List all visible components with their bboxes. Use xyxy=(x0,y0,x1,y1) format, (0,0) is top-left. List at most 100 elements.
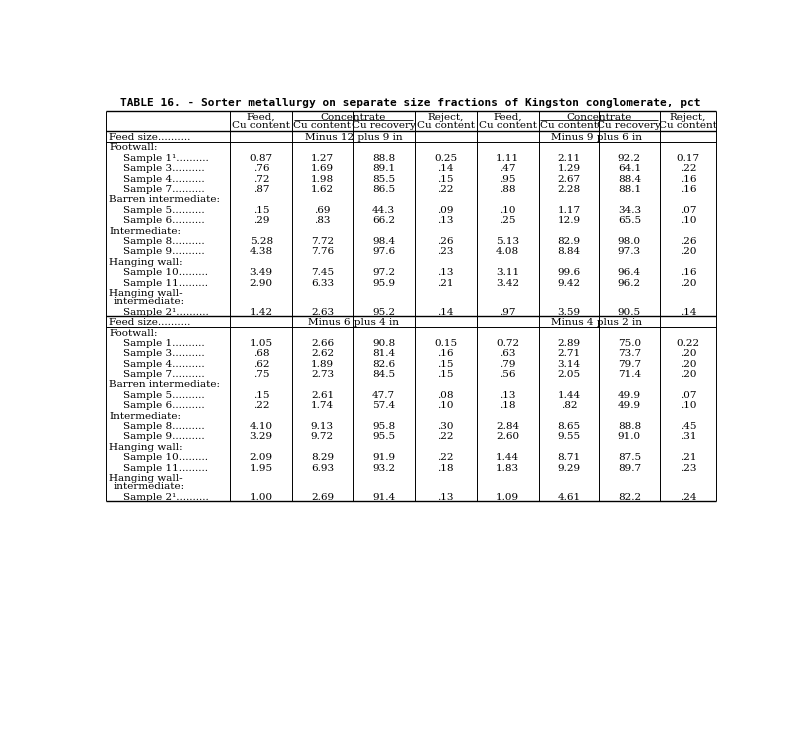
Text: Cu content: Cu content xyxy=(417,121,474,130)
Text: .83: .83 xyxy=(314,216,330,225)
Text: 57.4: 57.4 xyxy=(372,401,395,410)
Text: Sample 4..........: Sample 4.......... xyxy=(123,360,205,369)
Text: Intermediate:: Intermediate: xyxy=(110,412,182,421)
Text: .14: .14 xyxy=(438,308,454,317)
Text: Cu recovery: Cu recovery xyxy=(598,121,662,130)
Text: .14: .14 xyxy=(679,308,696,317)
Text: Minus 12 plus 9 in: Minus 12 plus 9 in xyxy=(305,133,402,142)
Text: Sample 7..........: Sample 7.......... xyxy=(123,370,205,379)
Text: .22: .22 xyxy=(679,164,696,173)
Text: 0.15: 0.15 xyxy=(434,339,458,348)
Text: 3.59: 3.59 xyxy=(558,308,581,317)
Text: 1.42: 1.42 xyxy=(250,308,273,317)
Text: 97.6: 97.6 xyxy=(372,248,395,257)
Text: 2.89: 2.89 xyxy=(558,339,581,348)
Text: Feed size..........: Feed size.......... xyxy=(110,318,190,327)
Text: Hanging wall-: Hanging wall- xyxy=(110,289,183,298)
Text: intermediate:: intermediate: xyxy=(114,297,185,306)
Text: 98.4: 98.4 xyxy=(372,237,395,246)
Text: .24: .24 xyxy=(679,492,696,501)
Text: 7.76: 7.76 xyxy=(311,248,334,257)
Text: 88.1: 88.1 xyxy=(618,185,641,194)
Text: .15: .15 xyxy=(438,360,454,369)
Text: 3.49: 3.49 xyxy=(250,268,273,277)
Text: Sample 1..........: Sample 1.......... xyxy=(123,339,205,348)
Text: Cu content: Cu content xyxy=(478,121,537,130)
Text: Minus 9 plus 6 in: Minus 9 plus 6 in xyxy=(551,133,642,142)
Text: 88.8: 88.8 xyxy=(372,154,395,163)
Text: 0.17: 0.17 xyxy=(676,154,699,163)
Text: 0.72: 0.72 xyxy=(496,339,519,348)
Text: .16: .16 xyxy=(679,175,696,184)
Text: .68: .68 xyxy=(253,349,270,358)
Text: .09: .09 xyxy=(438,206,454,215)
Text: Footwall:: Footwall: xyxy=(110,144,158,153)
Text: Cu content: Cu content xyxy=(540,121,598,130)
Text: 1.95: 1.95 xyxy=(250,464,273,473)
Text: .07: .07 xyxy=(679,391,696,400)
Text: Sample 2¹..........: Sample 2¹.......... xyxy=(123,308,209,317)
Text: 90.5: 90.5 xyxy=(618,308,641,317)
Text: Footwall:: Footwall: xyxy=(110,328,158,337)
Text: 2.71: 2.71 xyxy=(558,349,581,358)
Text: 2.28: 2.28 xyxy=(558,185,581,194)
Text: 96.4: 96.4 xyxy=(618,268,641,277)
Text: 2.67: 2.67 xyxy=(558,175,581,184)
Text: .10: .10 xyxy=(679,216,696,225)
Text: Hanging wall-: Hanging wall- xyxy=(110,474,183,483)
Text: .95: .95 xyxy=(499,175,516,184)
Text: 91.9: 91.9 xyxy=(372,453,395,462)
Text: .72: .72 xyxy=(253,175,270,184)
Text: Cu content: Cu content xyxy=(232,121,290,130)
Text: 4.38: 4.38 xyxy=(250,248,273,257)
Text: 3.11: 3.11 xyxy=(496,268,519,277)
Text: 2.69: 2.69 xyxy=(311,492,334,501)
Text: 1.17: 1.17 xyxy=(558,206,581,215)
Text: .79: .79 xyxy=(499,360,516,369)
Text: .45: .45 xyxy=(679,422,696,431)
Text: 87.5: 87.5 xyxy=(618,453,641,462)
Text: 2.05: 2.05 xyxy=(558,370,581,379)
Text: 95.9: 95.9 xyxy=(372,279,395,288)
Text: .07: .07 xyxy=(679,206,696,215)
Text: .13: .13 xyxy=(438,216,454,225)
Text: Hanging wall:: Hanging wall: xyxy=(110,258,183,267)
Text: 12.9: 12.9 xyxy=(558,216,581,225)
Text: 2.09: 2.09 xyxy=(250,453,273,462)
Text: 2.61: 2.61 xyxy=(311,391,334,400)
Text: Sample 4..........: Sample 4.......... xyxy=(123,175,205,184)
Text: 82.6: 82.6 xyxy=(372,360,395,369)
Text: 82.9: 82.9 xyxy=(558,237,581,246)
Text: .23: .23 xyxy=(438,248,454,257)
Text: .82: .82 xyxy=(561,401,577,410)
Text: Sample 11.........: Sample 11......... xyxy=(123,279,208,288)
Text: Sample 10.........: Sample 10......... xyxy=(123,268,208,277)
Text: .13: .13 xyxy=(438,492,454,501)
Text: Concentrate: Concentrate xyxy=(321,113,386,122)
Text: .47: .47 xyxy=(499,164,516,173)
Text: 97.2: 97.2 xyxy=(372,268,395,277)
Text: .15: .15 xyxy=(253,391,270,400)
Text: 79.7: 79.7 xyxy=(618,360,641,369)
Text: 5.13: 5.13 xyxy=(496,237,519,246)
Text: 9.13: 9.13 xyxy=(311,422,334,431)
Text: 85.5: 85.5 xyxy=(372,175,395,184)
Text: .25: .25 xyxy=(499,216,516,225)
Text: .26: .26 xyxy=(679,237,696,246)
Text: 9.55: 9.55 xyxy=(558,432,581,441)
Text: Sample 10.........: Sample 10......... xyxy=(123,453,208,462)
Text: Sample 6..........: Sample 6.......... xyxy=(123,401,205,410)
Text: .63: .63 xyxy=(499,349,516,358)
Text: .20: .20 xyxy=(679,279,696,288)
Text: 9.72: 9.72 xyxy=(311,432,334,441)
Text: .15: .15 xyxy=(438,370,454,379)
Text: .13: .13 xyxy=(499,391,516,400)
Text: Reject,: Reject, xyxy=(670,113,706,122)
Text: 49.9: 49.9 xyxy=(618,401,641,410)
Text: 71.4: 71.4 xyxy=(618,370,641,379)
Text: 34.3: 34.3 xyxy=(618,206,641,215)
Text: .16: .16 xyxy=(679,185,696,194)
Text: Sample 3..........: Sample 3.......... xyxy=(123,349,205,358)
Text: .69: .69 xyxy=(314,206,330,215)
Text: 44.3: 44.3 xyxy=(372,206,395,215)
